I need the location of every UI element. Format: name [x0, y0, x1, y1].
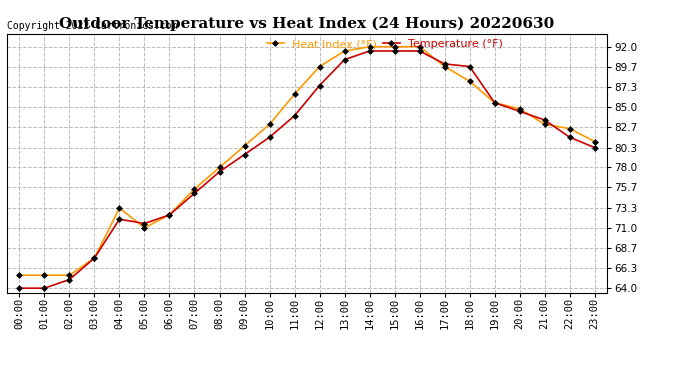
Temperature (°F) [140, 221, 148, 226]
Temperature (°F) [66, 278, 74, 282]
Temperature (°F) [266, 135, 274, 140]
Heat Index (°F) [40, 273, 48, 278]
Temperature (°F) [591, 146, 599, 150]
Temperature (°F) [466, 64, 474, 69]
Heat Index (°F) [591, 140, 599, 144]
Heat Index (°F) [166, 213, 174, 217]
Heat Index (°F) [515, 106, 524, 111]
Heat Index (°F) [115, 206, 124, 210]
Temperature (°F) [190, 191, 199, 196]
Line: Heat Index (°F): Heat Index (°F) [17, 45, 597, 278]
Heat Index (°F) [540, 122, 549, 127]
Temperature (°F) [166, 213, 174, 217]
Heat Index (°F) [240, 144, 248, 148]
Heat Index (°F) [266, 122, 274, 127]
Heat Index (°F) [491, 100, 499, 105]
Heat Index (°F) [15, 273, 23, 278]
Line: Temperature (°F): Temperature (°F) [17, 49, 597, 290]
Temperature (°F) [215, 170, 224, 174]
Temperature (°F) [115, 217, 124, 221]
Temperature (°F) [515, 109, 524, 114]
Heat Index (°F) [366, 45, 374, 49]
Legend: Heat Index (°F), Temperature (°F): Heat Index (°F), Temperature (°F) [267, 39, 503, 50]
Heat Index (°F) [340, 49, 348, 53]
Temperature (°F) [540, 118, 549, 122]
Heat Index (°F) [140, 226, 148, 230]
Title: Outdoor Temperature vs Heat Index (24 Hours) 20220630: Outdoor Temperature vs Heat Index (24 Ho… [59, 17, 555, 31]
Temperature (°F) [240, 152, 248, 157]
Heat Index (°F) [566, 126, 574, 131]
Temperature (°F) [90, 256, 99, 260]
Temperature (°F) [566, 135, 574, 140]
Heat Index (°F) [66, 273, 74, 278]
Heat Index (°F) [290, 92, 299, 96]
Temperature (°F) [491, 100, 499, 105]
Heat Index (°F) [190, 187, 199, 191]
Temperature (°F) [15, 286, 23, 290]
Heat Index (°F) [415, 45, 424, 49]
Heat Index (°F) [466, 79, 474, 84]
Temperature (°F) [315, 83, 324, 88]
Temperature (°F) [415, 49, 424, 53]
Temperature (°F) [366, 49, 374, 53]
Text: Copyright 2022 Cartronics.com: Copyright 2022 Cartronics.com [7, 21, 177, 31]
Temperature (°F) [440, 62, 449, 66]
Heat Index (°F) [315, 64, 324, 69]
Temperature (°F) [40, 286, 48, 290]
Heat Index (°F) [440, 64, 449, 69]
Temperature (°F) [391, 49, 399, 53]
Temperature (°F) [340, 57, 348, 62]
Heat Index (°F) [215, 165, 224, 170]
Heat Index (°F) [90, 256, 99, 260]
Temperature (°F) [290, 113, 299, 118]
Heat Index (°F) [391, 45, 399, 49]
